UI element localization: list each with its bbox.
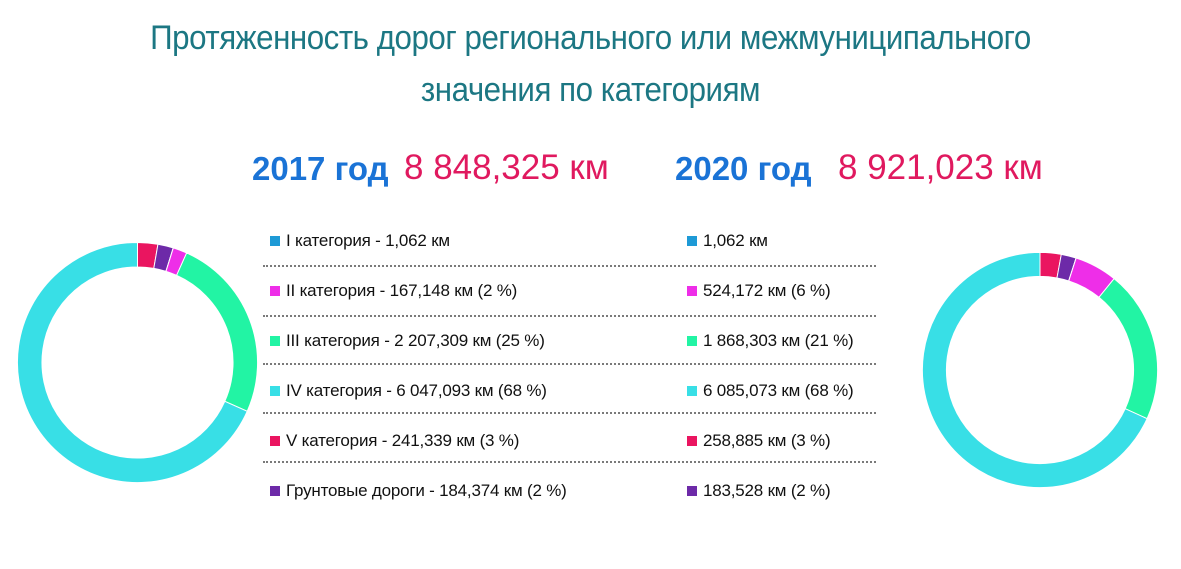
row-separator <box>263 461 876 463</box>
legend-swatch <box>270 436 280 446</box>
legend-item: 1,062 км <box>687 228 853 278</box>
legend-label: III категория - 2 207,309 км (25 %) <box>286 331 545 350</box>
donut-slice <box>16 241 248 484</box>
row-separator <box>263 265 876 267</box>
legend-item: I категория - 1,062 км <box>270 228 567 278</box>
legend-item: III категория - 2 207,309 км (25 %) <box>270 328 567 378</box>
legend-label: 1,062 км <box>703 231 768 250</box>
row-separator <box>263 412 876 414</box>
legend-label: IV категория - 6 047,093 км (68 %) <box>286 381 547 400</box>
legend-item: 1 868,303 км (21 %) <box>687 328 854 378</box>
row-separator <box>263 315 876 317</box>
legend-swatch <box>687 486 697 496</box>
title-line-2: значения по категориям <box>420 71 761 109</box>
legend-item: 258,885 км (3 %) <box>687 428 853 478</box>
legend-swatch <box>687 286 697 296</box>
legend-item: 6 085,073 км (68 %) <box>687 378 854 428</box>
legend-swatch <box>270 386 280 396</box>
chart-title: Протяженность дорог регионального или ме… <box>47 12 1134 116</box>
legend-item: Грунтовые дороги - 184,374 км (2 %) <box>270 478 567 528</box>
legend-item: 524,172 км (6 %) <box>687 278 853 328</box>
legend-item: 183,528 км (2 %) <box>687 478 853 528</box>
legend-2017: I категория - 1,062 км II категория - 167… <box>270 228 567 528</box>
year-label-2020: 2020 год <box>675 150 812 187</box>
legend-label: II категория - 167,148 км (2 %) <box>286 281 518 300</box>
donut-slice <box>1098 277 1159 420</box>
year-label-2017: 2017 год <box>252 150 389 187</box>
legend-swatch <box>687 386 697 396</box>
legend-label: 524,172 км (6 %) <box>703 281 831 300</box>
legend-2020: 1,062 км 524,172 км (6 %) 1 868,303 км (21… <box>687 228 854 528</box>
total-length-2020: 8 921,023 км <box>838 148 1043 187</box>
legend-swatch <box>270 236 280 246</box>
donut-chart-2020 <box>921 251 1159 489</box>
donut-chart-2017 <box>16 241 258 484</box>
legend-label: V категория - 241,339 км (3 %) <box>286 431 520 450</box>
legend-label: 183,528 км (2 %) <box>703 481 831 500</box>
legend-swatch <box>270 286 280 296</box>
legend-swatch <box>687 336 697 346</box>
donut-slice <box>175 252 258 412</box>
legend-item: IV категория - 6 047,093 км (68 %) <box>270 378 567 428</box>
legend-swatch <box>687 236 697 246</box>
legend-swatch <box>270 336 280 346</box>
legend-swatch <box>270 486 280 496</box>
legend-item: V категория - 241,339 км (3 %) <box>270 428 567 478</box>
legend-label: I категория - 1,062 км <box>286 231 450 250</box>
legend-swatch <box>687 436 697 446</box>
legend-label: Грунтовые дороги - 184,374 км (2 %) <box>286 481 567 500</box>
legend-label: 6 085,073 км (68 %) <box>703 381 854 400</box>
title-line-1: Протяженность дорог регионального или ме… <box>150 19 1031 57</box>
total-length-2017: 8 848,325 км <box>404 148 609 187</box>
legend-item: II категория - 167,148 км (2 %) <box>270 278 567 328</box>
legend-label: 1 868,303 км (21 %) <box>703 331 854 350</box>
legend-label: 258,885 км (3 %) <box>703 431 831 450</box>
row-separator <box>263 363 876 365</box>
donut-slice <box>921 251 1148 489</box>
